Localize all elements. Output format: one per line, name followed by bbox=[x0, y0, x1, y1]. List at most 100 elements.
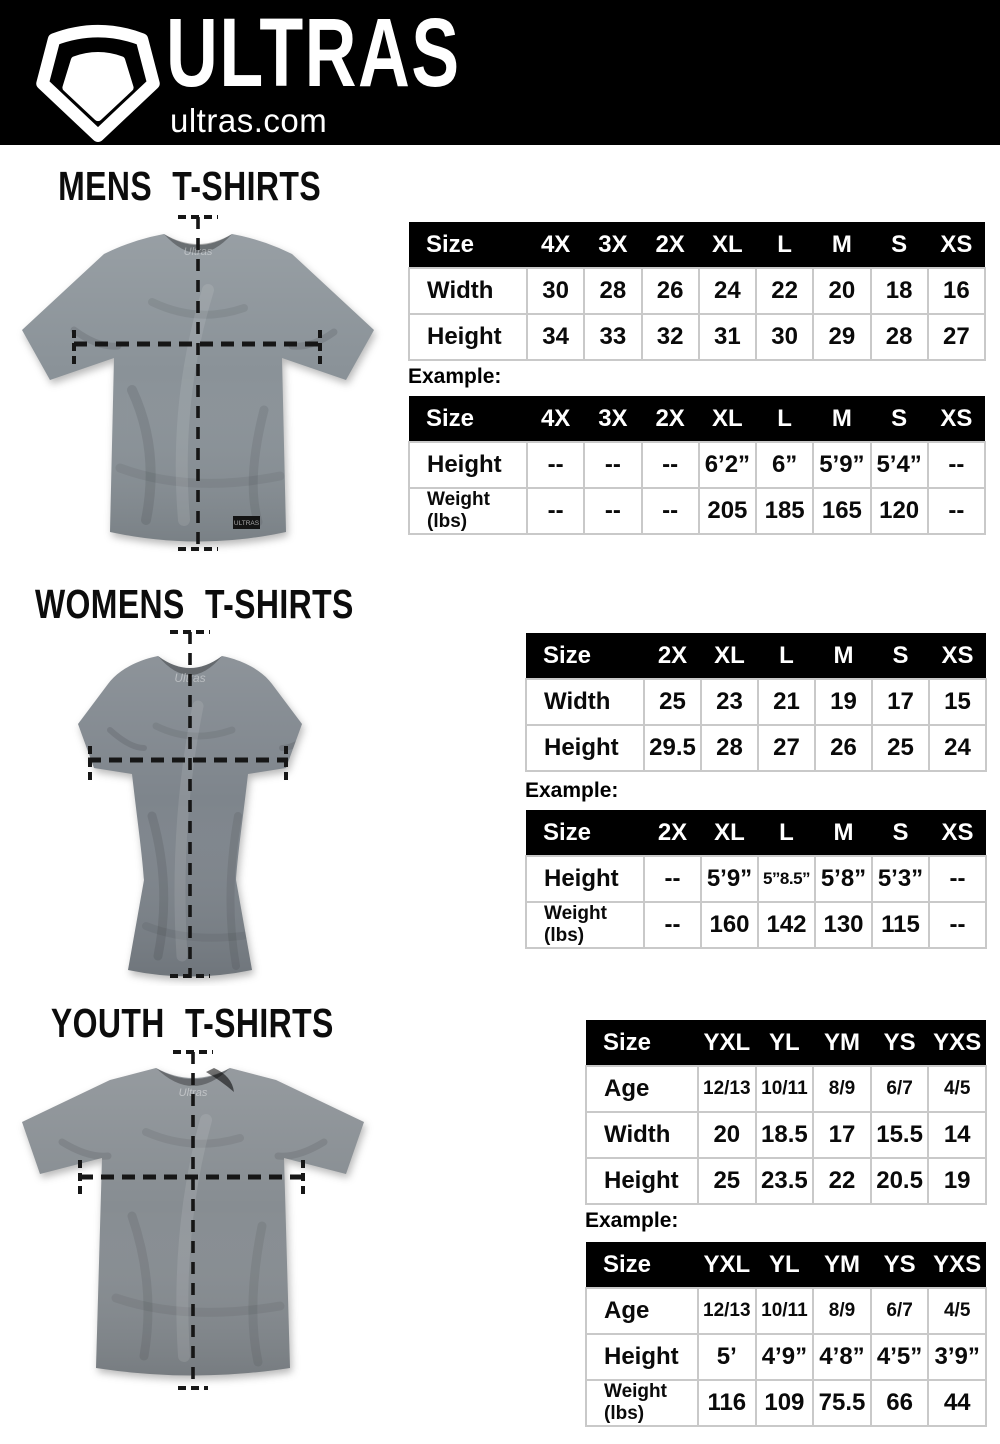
size-value-cell: 4/5 bbox=[927, 1065, 987, 1113]
table-row: Age 12/13 10/11 8/9 6/7 4/5 bbox=[585, 1287, 987, 1335]
size-value-cell: -- bbox=[643, 901, 702, 949]
size-value-cell: 12/13 bbox=[697, 1287, 757, 1335]
row-label: Height bbox=[408, 441, 528, 489]
size-column-header: L bbox=[758, 810, 815, 856]
size-value-cell: 27 bbox=[926, 313, 987, 361]
size-value-cell: 4’9” bbox=[754, 1333, 815, 1381]
size-column-header: YL bbox=[755, 1020, 814, 1066]
size-value-cell: 5’9” bbox=[700, 855, 759, 903]
table-row: Height 25 23.5 22 20.5 19 bbox=[585, 1157, 987, 1205]
size-value-cell: 116 bbox=[697, 1379, 757, 1427]
size-value-cell: 20 bbox=[697, 1111, 757, 1159]
size-value-cell: -- bbox=[926, 441, 987, 489]
size-value-cell: -- bbox=[640, 441, 700, 489]
size-value-cell: 23 bbox=[700, 678, 759, 726]
size-column-header: 2X bbox=[641, 222, 699, 268]
size-value-cell: 165 bbox=[812, 487, 872, 535]
size-value-cell: 34 bbox=[525, 313, 586, 361]
youth-section-title: YOUTH T-SHIRTS bbox=[50, 1000, 334, 1046]
table-row: Height 29.5 28 27 26 25 24 bbox=[525, 724, 987, 772]
svg-text:ULTRAS: ULTRAS bbox=[234, 520, 260, 527]
size-value-cell: 26 bbox=[814, 724, 873, 772]
neck-label: Ultras bbox=[184, 246, 213, 258]
row-label: Height bbox=[585, 1157, 699, 1205]
hem-tag bbox=[233, 516, 260, 529]
size-column-header: 4X bbox=[527, 396, 585, 442]
womens-example-label: Example: bbox=[525, 779, 619, 802]
size-value-cell: 20.5 bbox=[869, 1157, 930, 1205]
size-value-cell: 4’8” bbox=[812, 1333, 872, 1381]
size-column-header: YXL bbox=[698, 1020, 756, 1066]
size-column-header: S bbox=[870, 222, 928, 268]
size-value-cell: 14 bbox=[927, 1111, 987, 1159]
size-column-header: M bbox=[815, 810, 872, 856]
size-value-cell: 21 bbox=[757, 678, 816, 726]
size-label-header: Size bbox=[409, 396, 527, 442]
size-value-cell: 23.5 bbox=[754, 1157, 815, 1205]
size-value-cell: 75.5 bbox=[812, 1379, 872, 1427]
size-value-cell: -- bbox=[583, 487, 643, 535]
youth-example-table: Size YXL YL YM YS YXS Age 12/13 10/11 8/9 6/7 4/5 He… bbox=[585, 1242, 987, 1427]
size-value-cell: 4’5” bbox=[869, 1333, 930, 1381]
row-label: Height bbox=[525, 724, 645, 772]
size-label-header: Size bbox=[409, 222, 527, 268]
mens-size-table: Size 4X 3X 2X XL L M S XS Width 30 28 26 24 22 20 18 16 He… bbox=[408, 222, 987, 361]
row-label: Height bbox=[585, 1333, 699, 1381]
size-value-cell: 15 bbox=[928, 678, 987, 726]
size-value-cell: -- bbox=[640, 487, 700, 535]
row-label: Age bbox=[585, 1065, 699, 1113]
measurement-lines bbox=[78, 1050, 305, 1390]
size-value-cell: 17 bbox=[871, 678, 930, 726]
row-label: Height bbox=[525, 855, 645, 903]
size-value-cell: 160 bbox=[700, 901, 759, 949]
size-value-cell: -- bbox=[525, 441, 586, 489]
size-column-header: L bbox=[756, 396, 814, 442]
size-value-cell: 120 bbox=[869, 487, 929, 535]
row-label: Weight (lbs) bbox=[525, 901, 645, 949]
size-column-header: M bbox=[813, 222, 871, 268]
size-value-cell: 18.5 bbox=[754, 1111, 815, 1159]
size-column-header: 2X bbox=[644, 633, 701, 679]
size-value-cell: 115 bbox=[871, 901, 930, 949]
size-value-cell: 24 bbox=[928, 724, 987, 772]
size-value-cell: 130 bbox=[814, 901, 873, 949]
size-value-cell: 29.5 bbox=[643, 724, 702, 772]
size-value-cell: 44 bbox=[927, 1379, 987, 1427]
size-column-header: L bbox=[756, 222, 814, 268]
size-column-header: L bbox=[758, 633, 815, 679]
size-column-header: XL bbox=[701, 633, 758, 679]
row-label: Width bbox=[525, 678, 645, 726]
table-header-row: Size YXL YL YM YS YXS bbox=[586, 1020, 986, 1066]
size-value-cell: 18 bbox=[869, 267, 929, 315]
size-value-cell: 6/7 bbox=[869, 1287, 930, 1335]
table-row: Width 20 18.5 17 15.5 14 bbox=[585, 1111, 987, 1159]
size-value-cell: 17 bbox=[812, 1111, 872, 1159]
size-column-header: YM bbox=[813, 1242, 871, 1288]
size-value-cell: 26 bbox=[640, 267, 700, 315]
table-header-row: Size 4X 3X 2X XL L M S XS bbox=[409, 396, 985, 442]
size-value-cell: 6’2” bbox=[697, 441, 758, 489]
size-value-cell: -- bbox=[928, 855, 987, 903]
table-row: Weight (lbs) 116 109 75.5 66 44 bbox=[585, 1379, 987, 1427]
size-column-header: XL bbox=[701, 810, 758, 856]
size-value-cell: 28 bbox=[583, 267, 643, 315]
size-value-cell: 109 bbox=[754, 1379, 815, 1427]
size-column-header: S bbox=[872, 810, 929, 856]
womens-size-table: Size 2X XL L M S XS Width 25 23 21 19 17 15 Height 29.5… bbox=[525, 633, 987, 772]
size-value-cell: 205 bbox=[697, 487, 758, 535]
size-value-cell: 28 bbox=[700, 724, 759, 772]
size-column-header: YL bbox=[755, 1242, 814, 1288]
size-column-header: 2X bbox=[644, 810, 701, 856]
size-column-header: 3X bbox=[584, 396, 642, 442]
table-header-row: Size 2X XL L M S XS bbox=[526, 810, 986, 856]
neck-label: Ultras bbox=[179, 1087, 208, 1099]
table-row: Age 12/13 10/11 8/9 6/7 4/5 bbox=[585, 1065, 987, 1113]
size-value-cell: 33 bbox=[583, 313, 643, 361]
brand-name: ULTRAS bbox=[166, 4, 564, 101]
pentagon-shield-icon bbox=[36, 24, 160, 142]
size-value-cell: 24 bbox=[697, 267, 758, 315]
size-value-cell: 15.5 bbox=[869, 1111, 930, 1159]
size-column-header: YXS bbox=[928, 1020, 986, 1066]
size-value-cell: -- bbox=[583, 441, 643, 489]
size-column-header: XL bbox=[698, 396, 756, 442]
